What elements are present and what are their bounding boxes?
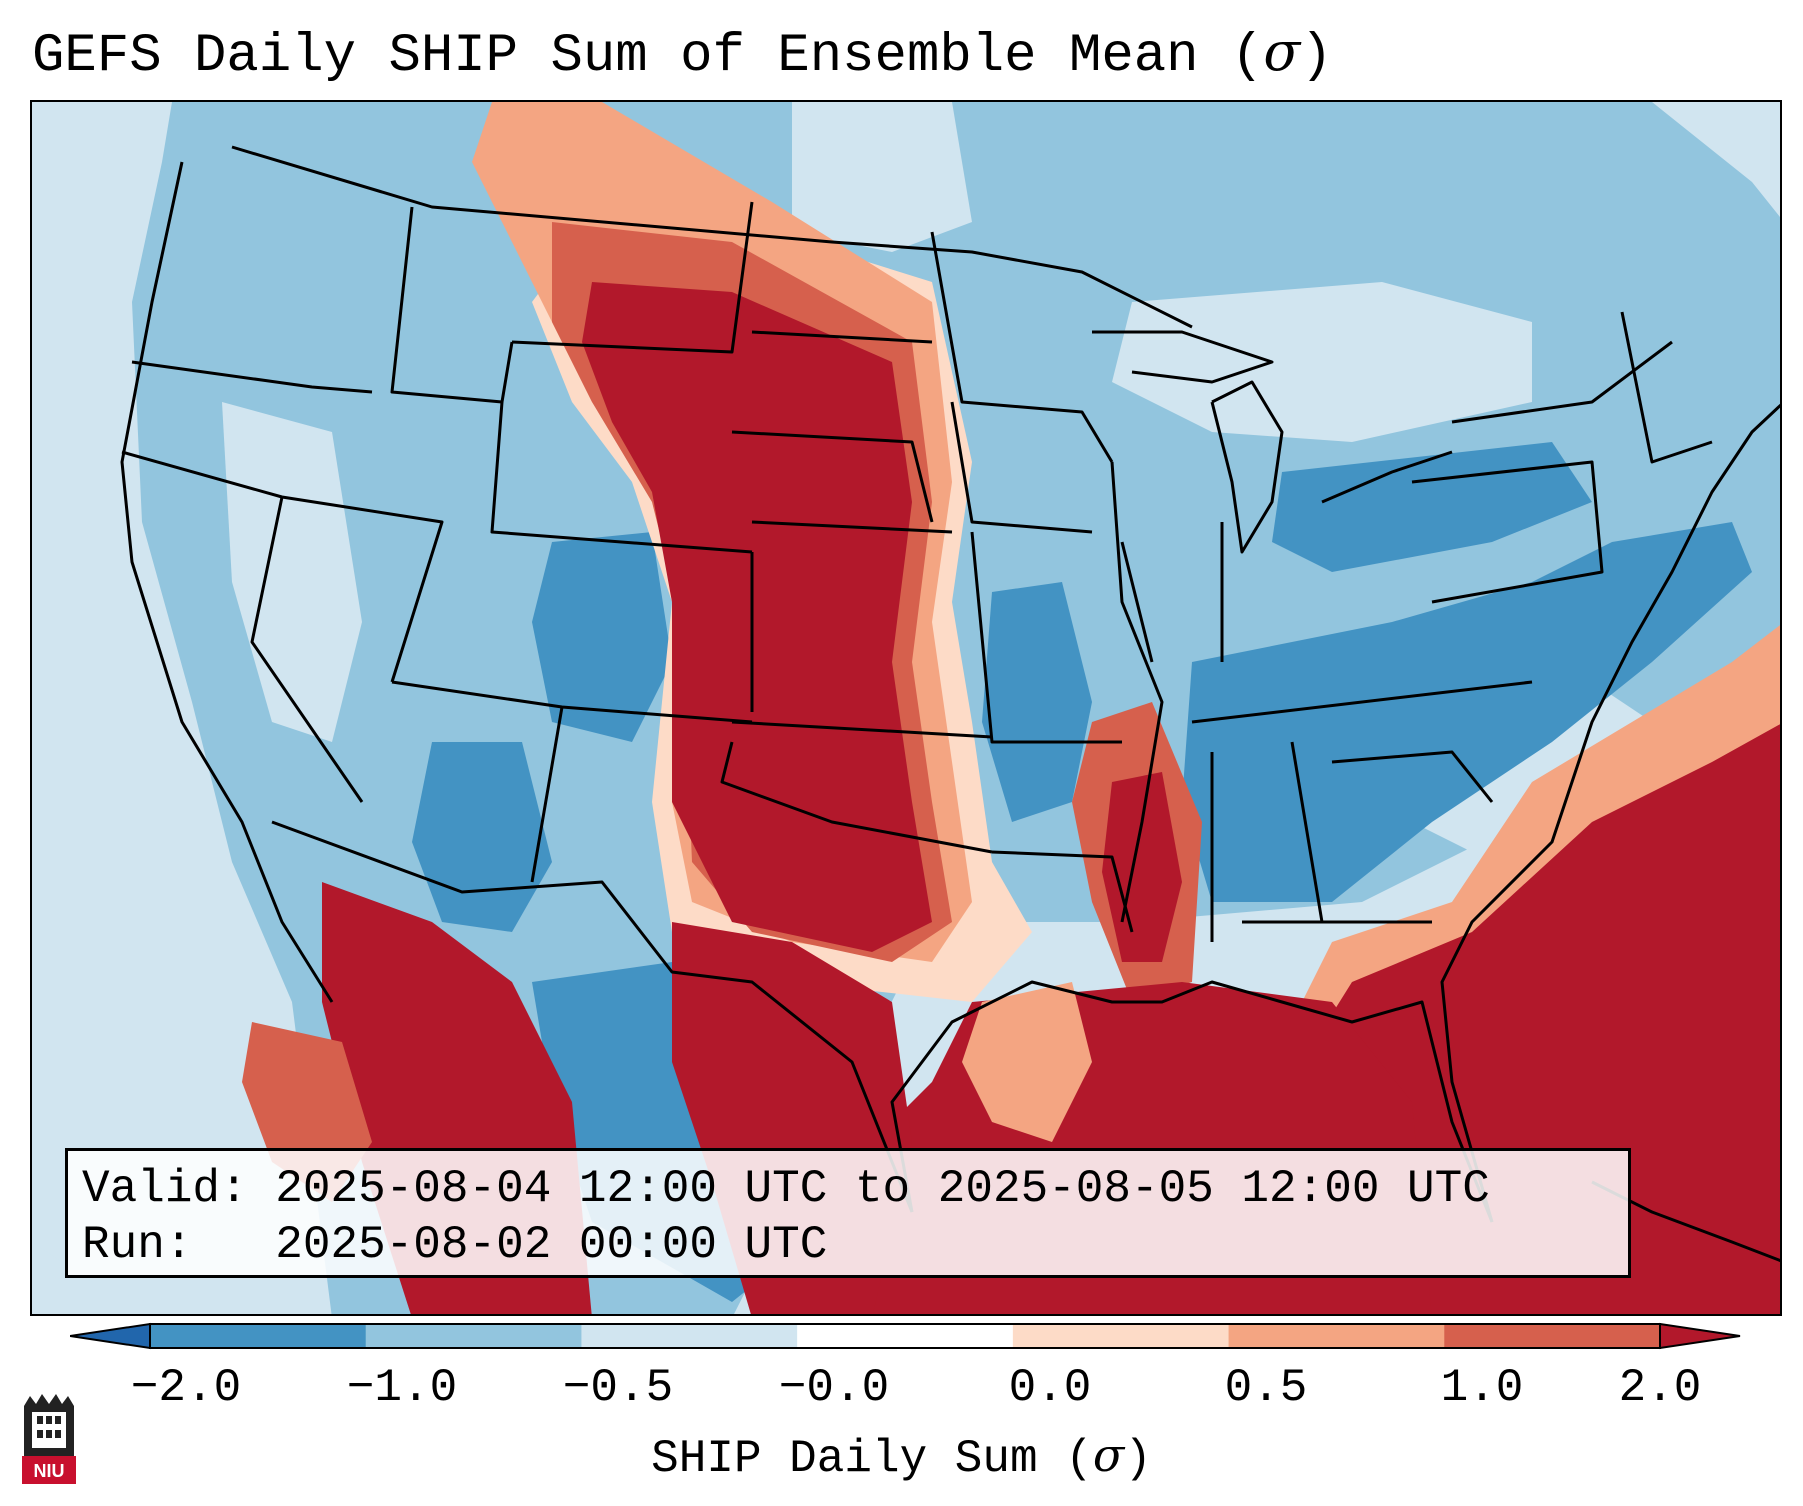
border-ny: [1451, 340, 1673, 424]
east-coast: [1440, 403, 1780, 1223]
logo-text: NIU: [34, 1461, 65, 1481]
colorbar-tick-label: 2.0: [1618, 1362, 1702, 1414]
colorbar-segment: [150, 1324, 367, 1348]
map-title: GEFS Daily SHIP Sum of Ensemble Mean (σ): [32, 20, 1333, 87]
field-strong-neg-ohio: [1272, 442, 1592, 572]
great-lakes-michigan: [1210, 380, 1284, 554]
border-tn-ky: [1191, 680, 1533, 724]
valid-run-infobox: Valid: 2025-08-04 12:00 UTC to 2025-08-0…: [65, 1148, 1631, 1278]
field-strong-neg-southwest: [412, 742, 552, 932]
niu-logo: NIU: [22, 1394, 76, 1484]
colorbar-over-arrow: [1659, 1322, 1741, 1350]
colorbar-tick-label: 1.0: [1440, 1362, 1524, 1414]
field-pos-gulf-edge: [962, 982, 1092, 1142]
border-ok-tx: [720, 741, 993, 854]
canada-us-border: [231, 145, 1193, 329]
colorbar-outline: [149, 1323, 1661, 1349]
border-id-mt: [390, 206, 514, 404]
border-pa: [1411, 460, 1604, 604]
border-il-in: [1120, 541, 1154, 663]
field-strong-neg-colorado: [532, 532, 672, 742]
map-svg: [32, 102, 1780, 1314]
projection-edge-left: [32, 1242, 181, 1314]
border-nc-sc: [1331, 750, 1494, 803]
border-al-ga: [1290, 741, 1324, 923]
border-lines: [120, 145, 1780, 1263]
field-strong-neg-missouri: [982, 582, 1092, 822]
border-ca-nv: [250, 496, 364, 803]
map-panel: [30, 100, 1782, 1316]
border-mo: [970, 531, 1122, 744]
great-lakes-superior: [1092, 330, 1274, 384]
colorbar-segment: [1012, 1324, 1230, 1348]
colorbar-tick-label: −2.0: [130, 1362, 242, 1414]
colorbar-tick-label: −0.5: [562, 1362, 674, 1414]
colorbar-tick-label: 0.0: [1008, 1362, 1092, 1414]
colorbar-segment: [581, 1324, 798, 1348]
border-or-ca: [121, 450, 283, 499]
border-az-nm: [530, 706, 564, 883]
colorbar-segment: [1228, 1324, 1445, 1348]
colorbar-under-arrow: [70, 1322, 151, 1350]
colorbar-label: SHIP Daily Sum (σ): [651, 1428, 1152, 1485]
valid-label: Valid:: [82, 1163, 248, 1215]
valid-value: 2025-08-04 12:00 UTC to 2025-08-05 12:00…: [275, 1163, 1490, 1215]
great-lakes-erie: [1321, 450, 1453, 504]
logo-badge: [22, 1456, 76, 1484]
border-wa-or: [131, 360, 373, 394]
border-us-mx: [271, 820, 914, 1213]
run-value: 2025-08-02 00:00 UTC: [275, 1219, 828, 1271]
border-sd-ne: [731, 430, 934, 523]
colorbar-segment: [365, 1324, 582, 1348]
field-weak-neg-north: [792, 102, 972, 252]
gulf-coast: [890, 980, 1494, 1223]
west-coast: [120, 161, 334, 1003]
colorbar-tick-label: 0.5: [1224, 1362, 1308, 1414]
colorbar-segment: [797, 1324, 1014, 1348]
border-mn: [930, 231, 1114, 463]
border-new-england: [1620, 311, 1713, 464]
field-weak-neg-ca: [222, 402, 362, 742]
colorbar-tick-label: −0.0: [778, 1362, 890, 1414]
border-ks-ok: [731, 720, 993, 739]
border-nd-sd: [751, 330, 933, 344]
colorbar-tick-label: −1.0: [346, 1362, 458, 1414]
border-ne-ks: [751, 520, 953, 534]
border-ia: [950, 401, 1093, 534]
border-nv-ut: [281, 495, 444, 683]
field-strong-neg-southeast: [1182, 522, 1752, 902]
colorbar-segment: [1444, 1324, 1661, 1348]
border-mississippi-river: [1110, 461, 1164, 923]
colorbar: [70, 1322, 1741, 1350]
run-label: Run:: [82, 1219, 193, 1271]
border-mt-wy: [511, 201, 754, 354]
field-strong-pos-plains: [582, 282, 932, 952]
border-wy-co: [490, 401, 753, 554]
field-weak-neg-greatlakes: [1112, 282, 1532, 442]
